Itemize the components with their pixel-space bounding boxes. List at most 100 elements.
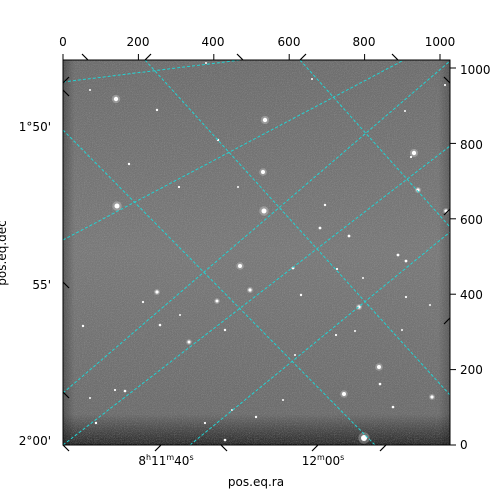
star <box>158 323 162 327</box>
star-halo <box>186 339 192 345</box>
star <box>177 185 181 189</box>
dec-tick-2-00: 2°00' <box>19 434 51 448</box>
star <box>443 83 447 87</box>
star-halo <box>414 186 422 194</box>
star <box>237 186 239 188</box>
star <box>187 340 191 344</box>
star-halo <box>153 288 161 296</box>
star <box>318 226 322 230</box>
star <box>354 330 356 332</box>
y-tick-0: 0 <box>460 438 468 452</box>
star <box>411 150 417 156</box>
y-tick-800: 800 <box>460 138 483 152</box>
ra-tick-8h11m40s: 8h11m40s <box>138 453 193 468</box>
star-halo <box>340 390 348 398</box>
star <box>311 78 313 80</box>
star <box>179 314 181 316</box>
y-tick-400: 400 <box>460 288 483 302</box>
star-halo <box>259 168 267 176</box>
star <box>223 438 227 442</box>
grid-line <box>63 60 405 241</box>
star-halo <box>236 262 244 270</box>
x-tick-600: 600 <box>278 35 301 49</box>
star <box>362 277 364 279</box>
star <box>223 328 227 332</box>
star <box>203 421 207 425</box>
star-halo <box>442 207 450 215</box>
star <box>282 399 284 401</box>
star <box>409 155 413 159</box>
x-tick-200: 200 <box>127 35 150 49</box>
grid-line <box>299 60 450 228</box>
star <box>429 304 431 306</box>
star-halo <box>428 393 436 401</box>
star <box>361 435 367 441</box>
star <box>262 117 268 123</box>
star-halo <box>259 206 269 216</box>
star <box>254 415 258 419</box>
star <box>396 253 400 257</box>
plot-frame <box>62 59 451 446</box>
star <box>89 89 91 91</box>
star-halo <box>111 94 121 104</box>
star <box>231 409 233 411</box>
y-tick-600: 600 <box>460 213 483 227</box>
dec-tick-55: 55' <box>32 278 51 292</box>
star-halo <box>112 201 122 211</box>
ra-tick-12m00s: 12m00s <box>302 453 345 468</box>
star <box>404 259 408 263</box>
star <box>205 62 207 64</box>
star <box>215 299 219 303</box>
dec-tick-1-50: 1°50' <box>19 120 51 134</box>
pixel-tick-labels: 0 200 400 600 800 1000 0 200 400 600 800… <box>59 35 490 452</box>
world-axis-ticks <box>62 53 451 452</box>
x-tick-1000: 1000 <box>425 35 456 49</box>
star <box>114 203 120 209</box>
grid-line <box>63 145 450 445</box>
dec-axis-label: pos.eq.dec <box>0 220 9 285</box>
wcs-grid <box>63 60 450 445</box>
star <box>123 389 127 393</box>
pixel-axis-ticks <box>62 54 456 446</box>
star <box>155 290 159 294</box>
star <box>261 170 265 174</box>
x-tick-800: 800 <box>353 35 376 49</box>
star <box>294 354 296 356</box>
grid-line <box>144 60 450 396</box>
star <box>94 421 98 425</box>
star <box>404 295 408 299</box>
star <box>127 162 131 166</box>
x-tick-400: 400 <box>202 35 225 49</box>
star <box>89 397 91 399</box>
ra-axis-label: pos.eq.ra <box>228 475 284 489</box>
grid-line <box>189 231 450 445</box>
star-halo <box>358 432 370 444</box>
star <box>141 300 145 304</box>
star <box>401 329 403 331</box>
star <box>248 288 252 292</box>
star <box>261 208 267 214</box>
world-tick-labels: 1°50' 55' 2°00' 8h11m40s 12m00s pos.eq.r… <box>0 120 344 489</box>
star <box>334 333 338 337</box>
star-halo <box>214 298 220 304</box>
star <box>404 110 406 112</box>
sky-image <box>63 60 450 445</box>
star <box>299 293 303 297</box>
star <box>391 405 395 409</box>
y-tick-1000: 1000 <box>460 63 491 77</box>
star-halo <box>375 363 383 371</box>
star <box>335 267 339 271</box>
star <box>155 108 159 112</box>
star-halo <box>246 286 254 294</box>
star <box>323 203 327 207</box>
star <box>378 382 382 386</box>
star <box>342 392 346 396</box>
star-halo <box>409 148 419 158</box>
star <box>81 324 85 328</box>
star <box>347 234 351 238</box>
y-tick-200: 200 <box>460 363 483 377</box>
star <box>377 365 381 369</box>
star <box>113 388 117 392</box>
star-halo <box>260 115 270 125</box>
